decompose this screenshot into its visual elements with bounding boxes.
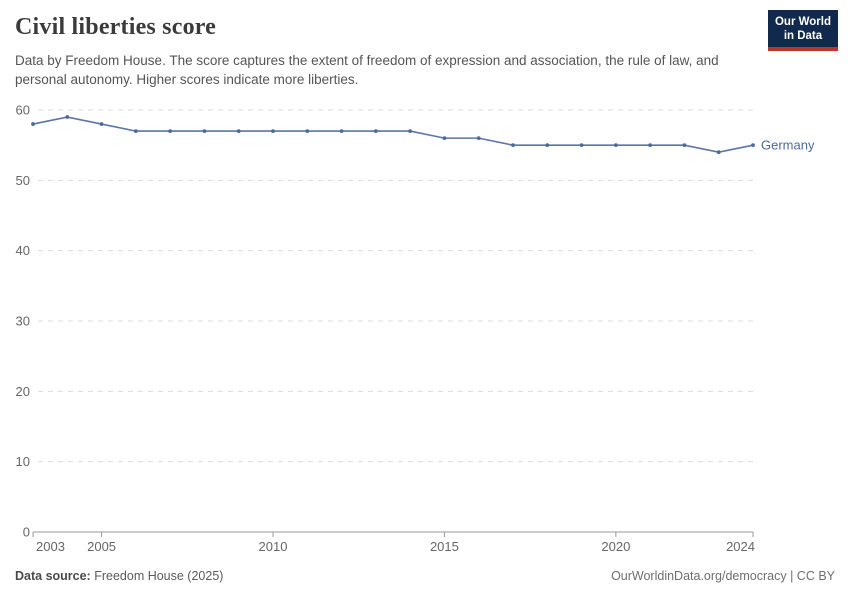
chart-footer: Data source: Freedom House (2025) OurWor… xyxy=(15,569,835,583)
data-point xyxy=(476,136,481,141)
chart-subtitle: Data by Freedom House. The score capture… xyxy=(15,53,719,87)
owid-logo-line2: in Data xyxy=(783,30,823,42)
data-point xyxy=(236,129,241,134)
data-point xyxy=(442,136,447,141)
data-source-label: Data source: xyxy=(15,569,91,583)
y-tick-label: 30 xyxy=(16,314,30,329)
y-tick-label: 40 xyxy=(16,243,30,258)
chart-title: Civil liberties score xyxy=(15,14,217,40)
data-source-note: Data source: Freedom House (2025) xyxy=(15,569,223,583)
series-line xyxy=(32,116,754,154)
y-tick-label: 20 xyxy=(16,384,30,399)
x-tick-label: 2020 xyxy=(601,539,630,554)
data-point xyxy=(613,143,618,148)
data-point xyxy=(716,150,721,155)
data-point xyxy=(682,143,687,148)
data-point xyxy=(648,143,653,148)
data-point xyxy=(31,122,35,126)
y-tick-label: 10 xyxy=(16,454,30,469)
data-point xyxy=(305,129,310,134)
data-point xyxy=(373,129,378,134)
owid-logo: Our World in Data xyxy=(767,10,838,51)
owid-logo-line1: Our World xyxy=(774,16,831,28)
y-tick-label: 60 xyxy=(16,103,30,118)
data-point xyxy=(271,129,275,134)
data-point xyxy=(751,143,755,148)
data-source-value: Freedom House (2025) xyxy=(90,569,224,583)
data-point xyxy=(545,143,550,148)
data-point xyxy=(511,143,515,148)
data-point xyxy=(339,129,344,134)
x-tick-label: 2015 xyxy=(430,539,459,554)
data-point xyxy=(65,115,70,119)
x-tick-label: 2005 xyxy=(87,539,116,554)
data-point xyxy=(408,129,413,134)
data-point xyxy=(133,129,138,134)
y-tick-label: 0 xyxy=(23,525,30,540)
x-tick-label: 2003 xyxy=(36,539,65,554)
x-tick-label: 2010 xyxy=(259,539,288,554)
data-point xyxy=(202,129,207,134)
y-tick-label: 50 xyxy=(16,173,30,188)
data-point xyxy=(579,143,584,148)
data-point xyxy=(99,122,104,126)
series-label: Germany xyxy=(761,138,815,153)
x-tick-label: 2024 xyxy=(726,539,755,554)
credit-link: OurWorldinData.org/democracy | CC BY xyxy=(611,569,835,583)
data-point xyxy=(168,129,173,134)
